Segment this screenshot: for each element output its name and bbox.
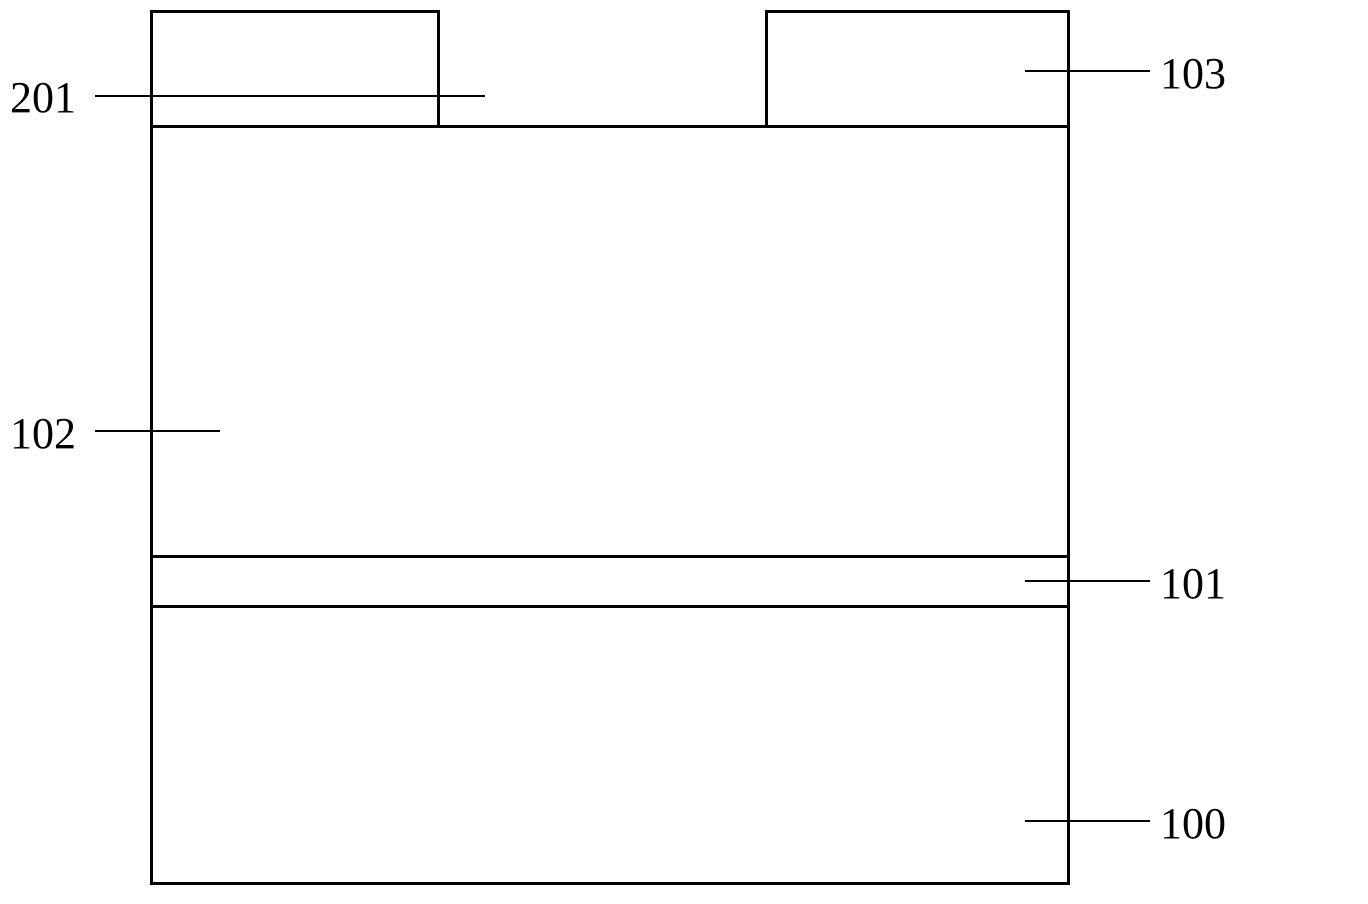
- block-201-top-left: [150, 10, 440, 128]
- leader-100: [1025, 820, 1150, 822]
- label-101: 101: [1160, 558, 1226, 609]
- layer-100-substrate: [150, 605, 1070, 885]
- leader-102: [95, 430, 220, 432]
- leader-201: [95, 95, 485, 97]
- leader-101: [1025, 580, 1150, 582]
- label-103: 103: [1160, 48, 1226, 99]
- layer-102-main: [150, 125, 1070, 558]
- label-100: 100: [1160, 798, 1226, 849]
- layer-101-thin: [150, 555, 1070, 608]
- cross-section-diagram: 201 103 102 101 100: [150, 10, 1220, 890]
- block-103-top-right: [765, 10, 1070, 128]
- leader-103: [1025, 70, 1150, 72]
- label-201: 201: [10, 72, 76, 123]
- label-102: 102: [10, 408, 76, 459]
